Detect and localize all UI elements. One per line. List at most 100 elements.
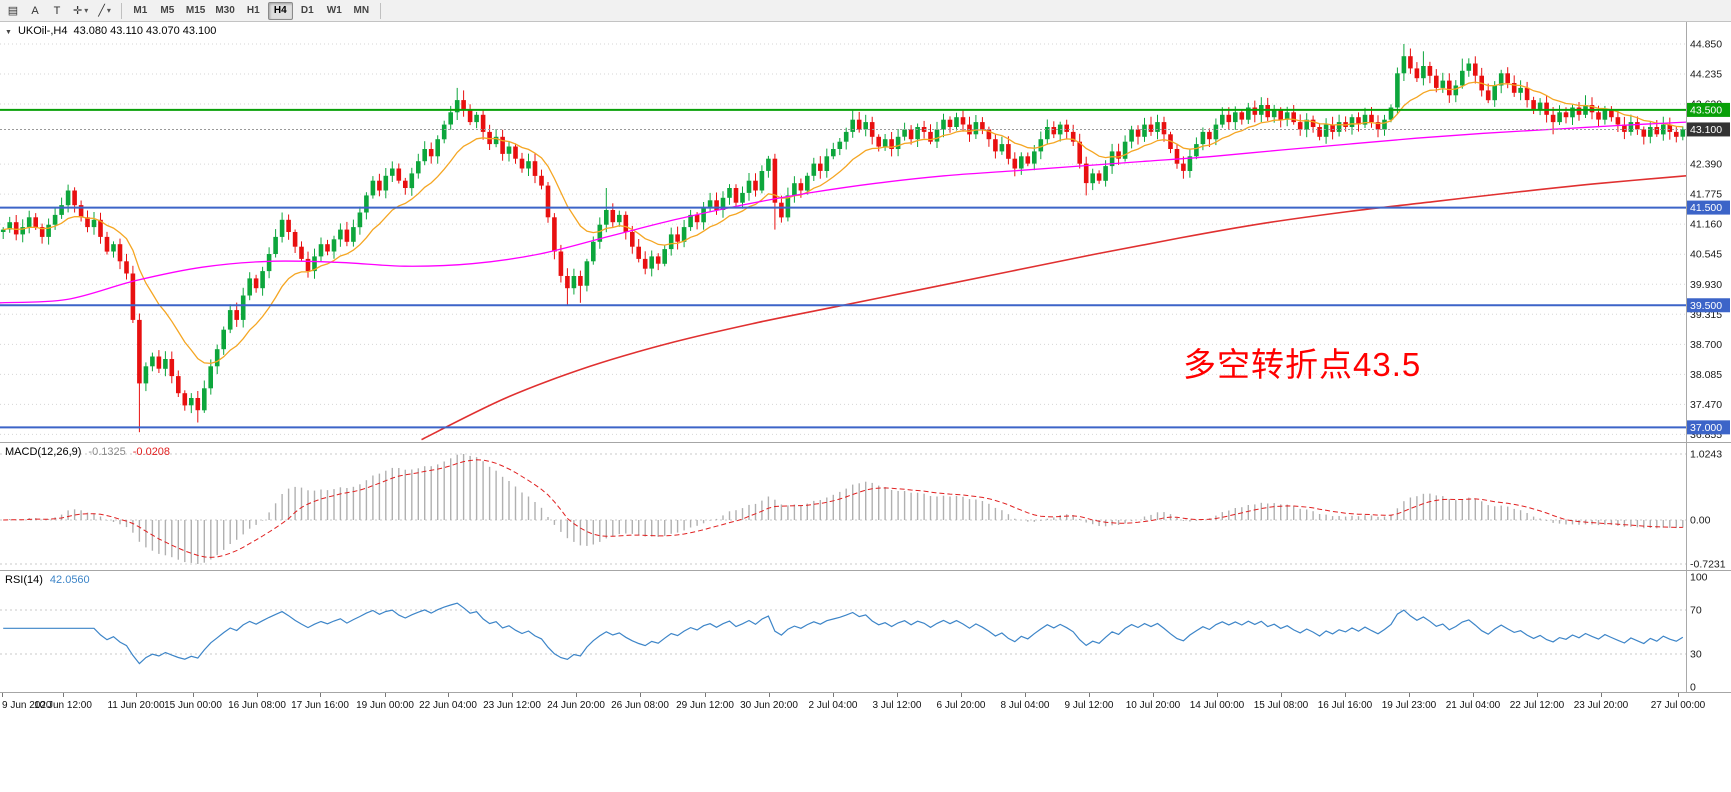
candle-body: [1570, 107, 1575, 118]
price-tag: [1687, 420, 1730, 435]
candle-body: [448, 112, 453, 125]
candle-body: [1038, 139, 1044, 152]
candle-body: [195, 398, 201, 411]
candle-body: [1667, 124, 1673, 132]
candle-body: [1019, 156, 1024, 169]
candle-body: [1518, 87, 1523, 93]
crosshair-tool-button[interactable]: ✛ ▾: [73, 5, 89, 17]
expand-triangle-icon[interactable]: ▼: [5, 29, 12, 36]
time-tick-mark: [448, 693, 449, 697]
candle-body: [1511, 83, 1517, 93]
candle-body: [565, 276, 570, 289]
candle-body: [1045, 127, 1050, 140]
candle-body: [169, 359, 175, 377]
time-tick-mark: [512, 693, 513, 697]
candle-body: [759, 171, 765, 191]
text-tool-button[interactable]: T: [53, 4, 61, 17]
timeframe-m15-button[interactable]: M15: [185, 5, 206, 16]
candle-body: [1421, 66, 1426, 79]
candle-body: [895, 136, 901, 149]
time-tick-mark: [1473, 693, 1474, 697]
price-tick-label: 38.700: [1690, 339, 1722, 351]
timeframe-mn-button[interactable]: MN: [353, 5, 370, 16]
price-tag: [1687, 102, 1730, 117]
candle-body: [480, 114, 486, 132]
candle-body: [681, 227, 687, 242]
time-tick-mark: [576, 693, 577, 697]
rsi-pane[interactable]: 100 70 30 0 RSI(14) 42.0560: [0, 570, 1731, 692]
macd-canvas[interactable]: 1.0243 0.00 -0.7231: [0, 443, 1731, 570]
candle-body: [882, 139, 888, 147]
price-chart-canvas[interactable]: 44.85044.23543.62042.39041.77541.16040.5…: [0, 22, 1731, 442]
candle-body: [1271, 109, 1277, 118]
candle-body: [668, 234, 674, 250]
candle-body: [52, 214, 58, 225]
rsi-canvas[interactable]: 100 70 30 0: [0, 571, 1731, 692]
timeframe-m30-button[interactable]: M30: [215, 5, 235, 16]
candle-body: [701, 207, 706, 223]
time-tick-label: 22 Jun 04:00: [419, 700, 477, 711]
price-tick-label: 39.930: [1690, 279, 1722, 291]
time-tick-mark: [2, 693, 3, 697]
candle-body: [604, 210, 609, 225]
timeframe-m5-button[interactable]: M5: [160, 5, 175, 16]
price-tick-label: 41.775: [1690, 189, 1722, 201]
macd-pane[interactable]: 1.0243 0.00 -0.7231 MACD(12,26,9) -0.1325 …: [0, 442, 1731, 570]
candle-body: [798, 183, 804, 191]
candle-body: [1492, 85, 1497, 101]
candle-body: [571, 276, 577, 289]
time-axis[interactable]: 9 Jun 2020 10 Jun 12:00 11 Jun 20:00 15 Jun…: [0, 692, 1731, 718]
macd-main-value: -0.1325: [88, 446, 126, 458]
price-tick-label: 41.160: [1690, 219, 1722, 231]
candle-body: [1674, 131, 1679, 137]
line-studies-button[interactable]: ╱ ▾: [98, 5, 111, 17]
time-tick-label: 15 Jul 08:00: [1253, 700, 1309, 711]
candle-body: [1544, 102, 1549, 115]
time-tick-mark: [63, 693, 64, 697]
candle-body: [863, 122, 868, 130]
timeframe-d1-button[interactable]: D1: [300, 5, 314, 16]
candle-body: [91, 219, 97, 228]
time-tick-mark: [833, 693, 834, 697]
candle-body: [1557, 112, 1562, 123]
candle-body: [772, 158, 778, 203]
candle-body: [597, 224, 603, 242]
indicators-button[interactable]: ▤: [7, 5, 19, 17]
time-tick-label: 26 Jun 08:00: [611, 700, 669, 711]
macd-signal-value: -0.0208: [132, 446, 171, 458]
candle-body: [1447, 80, 1452, 96]
candle-body: [299, 246, 304, 259]
chart-annotation-text[interactable]: 多空转折点43.5: [1183, 346, 1422, 383]
candle-body: [176, 376, 181, 394]
rsi-value: 42.0560: [49, 574, 90, 586]
candle-body: [1408, 56, 1413, 69]
timeframe-h1-button[interactable]: H1: [246, 5, 260, 16]
time-tick-label: 8 Jul 04:00: [1000, 700, 1050, 711]
candle-body: [1032, 151, 1037, 164]
candle-body: [934, 129, 940, 142]
price-tag: [1687, 200, 1730, 215]
candle-body: [1297, 122, 1303, 130]
timeframe-m1-button[interactable]: M1: [133, 5, 148, 16]
candle-body: [72, 190, 77, 206]
timeframe-h4-button[interactable]: H4: [267, 1, 293, 20]
candle-body: [1440, 80, 1446, 88]
candle-body: [377, 180, 382, 191]
timeframe-w1-button[interactable]: W1: [326, 5, 342, 16]
candle-body: [78, 205, 84, 218]
candle-body: [513, 146, 518, 159]
candle-body: [545, 185, 551, 218]
candle-body: [422, 149, 427, 162]
macd-signal-line: [3, 459, 1683, 558]
arrow-tool-button[interactable]: A: [31, 4, 39, 17]
price-tick-label: 42.390: [1690, 159, 1722, 171]
time-tick-mark: [1409, 693, 1410, 697]
time-tick-mark: [1345, 693, 1346, 697]
price-chart-pane[interactable]: 44.85044.23543.62042.39041.77541.16040.5…: [0, 22, 1731, 442]
candle-body: [1336, 122, 1342, 132]
time-tick-label: 10 Jul 20:00: [1125, 700, 1181, 711]
candle-body: [1323, 124, 1329, 137]
candle-body: [474, 114, 479, 123]
candle-body: [623, 214, 629, 232]
